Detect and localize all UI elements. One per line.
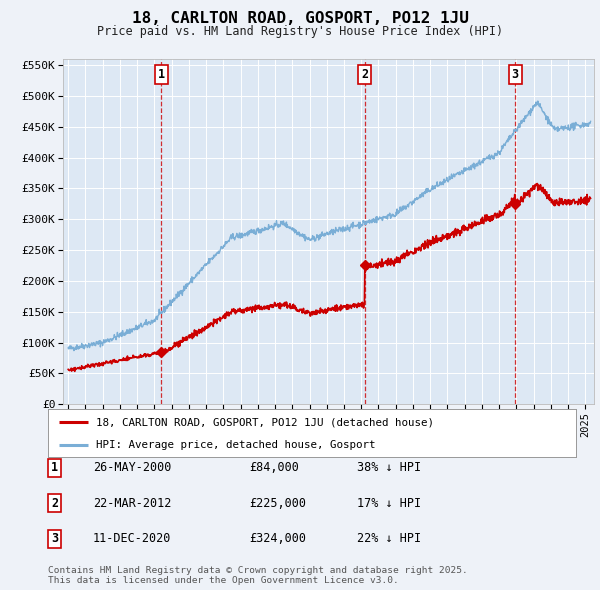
Text: 22% ↓ HPI: 22% ↓ HPI	[357, 532, 421, 545]
Text: 22-MAR-2012: 22-MAR-2012	[93, 497, 172, 510]
Text: 3: 3	[51, 532, 58, 545]
Text: 1: 1	[51, 461, 58, 474]
Text: 2: 2	[51, 497, 58, 510]
Text: 2: 2	[361, 68, 368, 81]
Text: 26-MAY-2000: 26-MAY-2000	[93, 461, 172, 474]
Text: HPI: Average price, detached house, Gosport: HPI: Average price, detached house, Gosp…	[95, 440, 375, 450]
Text: 1: 1	[158, 68, 165, 81]
Text: 38% ↓ HPI: 38% ↓ HPI	[357, 461, 421, 474]
Text: Price paid vs. HM Land Registry's House Price Index (HPI): Price paid vs. HM Land Registry's House …	[97, 25, 503, 38]
Text: 17% ↓ HPI: 17% ↓ HPI	[357, 497, 421, 510]
Text: £225,000: £225,000	[249, 497, 306, 510]
Text: 3: 3	[511, 68, 518, 81]
Text: Contains HM Land Registry data © Crown copyright and database right 2025.: Contains HM Land Registry data © Crown c…	[48, 566, 468, 575]
Text: 18, CARLTON ROAD, GOSPORT, PO12 1JU (detached house): 18, CARLTON ROAD, GOSPORT, PO12 1JU (det…	[95, 417, 434, 427]
Text: This data is licensed under the Open Government Licence v3.0.: This data is licensed under the Open Gov…	[48, 576, 399, 585]
Text: £84,000: £84,000	[249, 461, 299, 474]
Text: £324,000: £324,000	[249, 532, 306, 545]
Text: 11-DEC-2020: 11-DEC-2020	[93, 532, 172, 545]
Text: 18, CARLTON ROAD, GOSPORT, PO12 1JU: 18, CARLTON ROAD, GOSPORT, PO12 1JU	[131, 11, 469, 25]
